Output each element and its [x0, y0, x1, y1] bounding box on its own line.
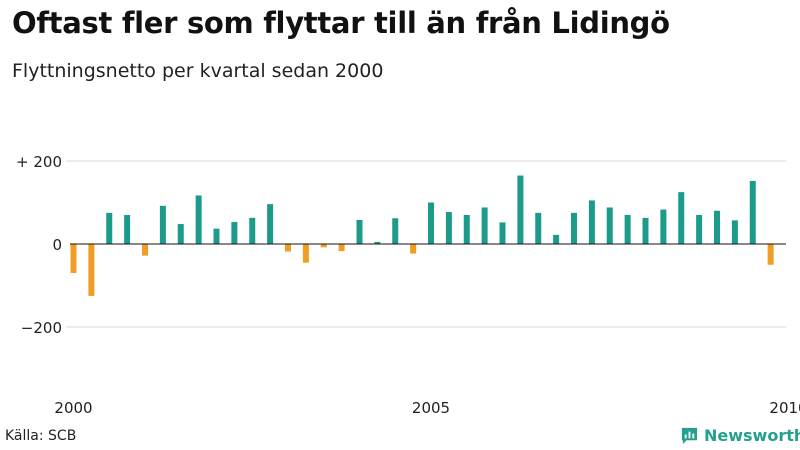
bar	[535, 212, 542, 245]
source-label: Källa: SCB	[5, 428, 77, 444]
bar	[106, 212, 113, 245]
bar	[302, 244, 309, 263]
bar	[714, 210, 720, 244]
bar	[731, 220, 738, 244]
bar	[642, 217, 649, 244]
brand-logo: Newsworthy	[680, 426, 800, 445]
bar	[571, 212, 577, 245]
bar	[624, 214, 631, 244]
bar	[356, 219, 363, 244]
bar	[767, 244, 774, 265]
bar	[696, 214, 703, 244]
bar	[553, 234, 560, 244]
bar	[606, 207, 613, 244]
brand-name: Newsworthy	[704, 426, 800, 445]
bar	[749, 180, 756, 244]
bar	[499, 222, 506, 244]
bar	[177, 224, 184, 244]
chart-title: Oftast fler som flyttar till än från Lid…	[12, 6, 670, 40]
bar	[338, 244, 345, 252]
bar	[320, 244, 327, 248]
bar	[588, 200, 595, 244]
y-tick-label: 0	[52, 236, 62, 254]
bar	[231, 222, 238, 244]
bar	[285, 244, 291, 252]
bar	[142, 244, 148, 256]
bar	[88, 244, 95, 296]
bar-chart-speech-bubble-icon	[681, 427, 698, 445]
bar	[481, 207, 488, 244]
bar	[428, 202, 434, 244]
bar	[213, 228, 220, 244]
x-tick-label: 2000	[54, 399, 92, 417]
bar	[445, 212, 452, 244]
bar	[517, 175, 524, 244]
x-tick-label: 2005	[412, 399, 450, 417]
x-tick-label: 2010	[769, 399, 800, 417]
y-tick-label: −200	[21, 319, 62, 337]
bar	[195, 195, 202, 244]
bar	[660, 209, 667, 245]
y-tick-label: + 200	[16, 153, 62, 171]
bar	[392, 218, 399, 244]
bar	[374, 241, 381, 244]
bar	[678, 192, 685, 245]
bar	[267, 204, 274, 244]
chart-subtitle: Flyttningsnetto per kvartal sedan 2000	[12, 60, 384, 82]
bar	[463, 214, 470, 244]
bar	[70, 244, 77, 274]
bar	[249, 217, 256, 244]
bar	[159, 205, 166, 244]
bar	[410, 244, 417, 254]
bar	[124, 214, 131, 244]
